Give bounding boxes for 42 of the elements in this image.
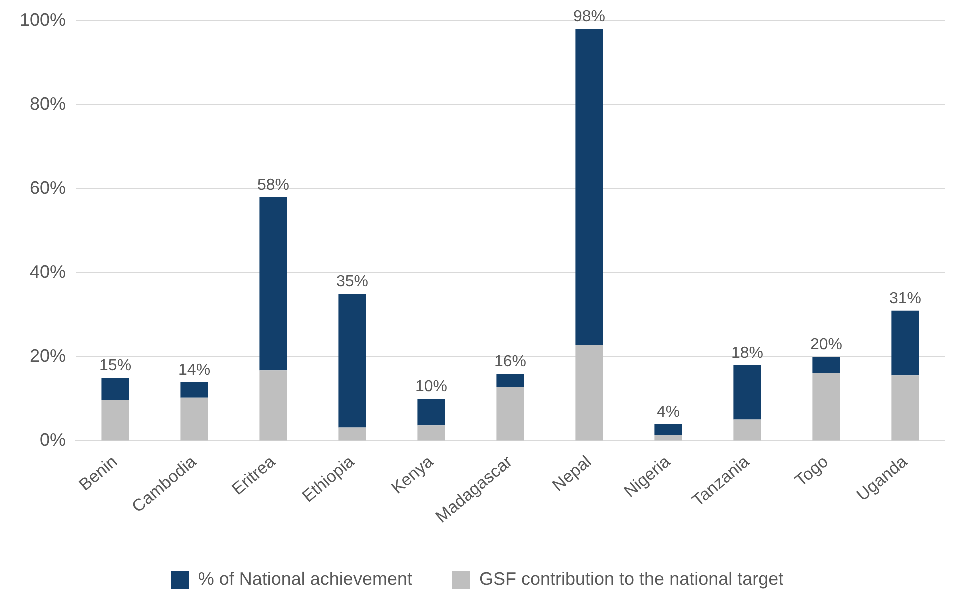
bar xyxy=(102,400,130,441)
bar xyxy=(892,376,920,441)
y-tick-label: 0% xyxy=(40,430,66,450)
bar xyxy=(338,294,366,428)
bar xyxy=(734,366,762,420)
total-label: 10% xyxy=(416,378,448,396)
total-label: 98% xyxy=(574,8,606,26)
bar xyxy=(734,420,762,441)
bar xyxy=(576,29,604,346)
total-label: 58% xyxy=(258,176,290,194)
total-label: 35% xyxy=(336,273,369,290)
legend-label: % of National achievement xyxy=(198,568,412,589)
legend-label: GSF contribution to the national target xyxy=(479,568,784,589)
bar xyxy=(576,345,604,441)
bar xyxy=(654,435,682,441)
y-tick-label: 40% xyxy=(30,262,66,282)
y-tick-label: 100% xyxy=(20,10,66,30)
bar xyxy=(892,310,920,376)
bar xyxy=(812,357,840,374)
bar xyxy=(496,374,524,388)
bar xyxy=(654,424,682,436)
bar xyxy=(418,399,446,426)
bar xyxy=(180,398,208,441)
bar xyxy=(496,387,524,441)
total-label: 20% xyxy=(810,336,843,354)
total-label: 4% xyxy=(656,404,680,421)
bar xyxy=(418,426,446,441)
y-tick-label: 20% xyxy=(30,346,66,366)
y-tick-label: 80% xyxy=(30,94,66,114)
bar xyxy=(180,382,208,398)
total-label: 18% xyxy=(731,344,764,362)
total-label: 14% xyxy=(178,362,211,379)
bar xyxy=(260,370,288,441)
bar xyxy=(102,378,130,400)
bar xyxy=(338,428,366,441)
bar xyxy=(812,374,840,441)
bar xyxy=(260,197,288,371)
total-label: 16% xyxy=(494,353,527,370)
total-label: 31% xyxy=(889,290,922,308)
y-tick-label: 60% xyxy=(30,178,66,198)
total-label: 15% xyxy=(100,358,132,375)
x-tick-label: Togo xyxy=(792,452,832,490)
